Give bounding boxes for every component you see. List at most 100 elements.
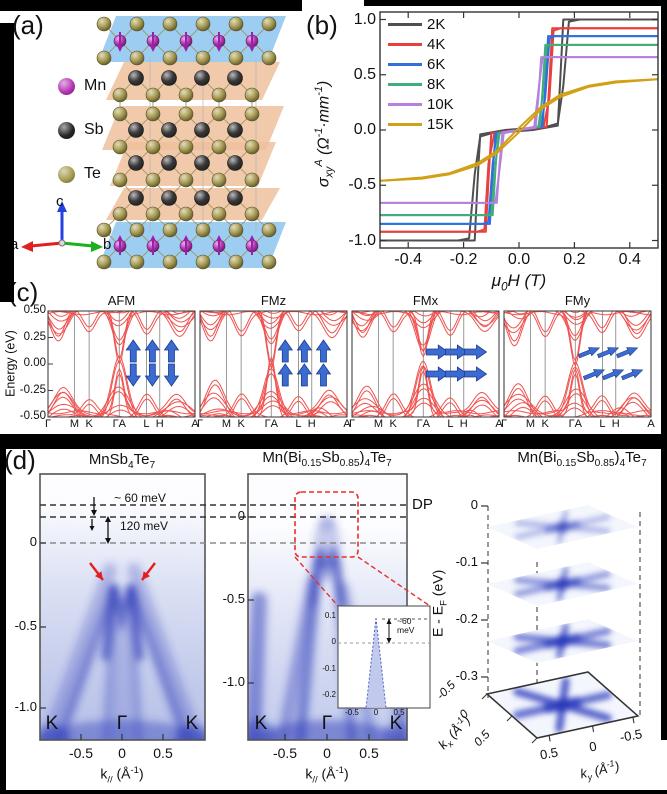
- sb-atom: [161, 70, 177, 86]
- energy-tick-label: 0.50: [23, 304, 46, 316]
- zoom-connector: [294, 556, 339, 607]
- k-tick-label: ΓA: [416, 418, 430, 430]
- e-tick-label: 0: [470, 497, 478, 512]
- spin-arrow-afm: [163, 339, 180, 363]
- te-atom: [145, 172, 161, 188]
- shape: [386, 618, 392, 624]
- legend-item-6K: 6K: [388, 57, 445, 74]
- spin-arrow-head: [183, 235, 189, 241]
- sb-atom: [227, 122, 243, 138]
- k-tick-label: M: [525, 418, 536, 430]
- sb-atom: [227, 70, 243, 86]
- b-axis-label: b: [103, 236, 112, 253]
- shape: [365, 617, 377, 709]
- band-curve: [504, 311, 651, 329]
- band-curve: [504, 388, 651, 417]
- band-curve: [561, 311, 587, 362]
- shape: [514, 566, 611, 602]
- band-curve: [48, 367, 195, 415]
- energy-axis-label: Energy (eV): [3, 330, 18, 397]
- kx-tick: [481, 693, 488, 700]
- k-tick-label: K: [85, 418, 93, 430]
- shape: [40, 474, 205, 740]
- shape: [105, 516, 111, 522]
- dp-label: DP: [412, 496, 433, 513]
- te-atom: [228, 16, 244, 32]
- shape: [555, 698, 570, 712]
- energy-slice-0: [487, 505, 638, 549]
- spin-arrow-head: [117, 235, 123, 241]
- legend-label-Te: Te: [84, 165, 101, 182]
- band-curve: [200, 356, 347, 415]
- band-curve: [200, 311, 347, 326]
- band-curve: [504, 361, 651, 415]
- legend-item-2K: 2K: [388, 17, 445, 34]
- k-tick-label: K: [389, 418, 397, 430]
- middle-y-tick-label: -1.0: [222, 674, 245, 689]
- band-curve: [200, 395, 347, 417]
- band-curve: [48, 311, 195, 335]
- te-atom: [244, 206, 260, 222]
- band-curve: [352, 397, 483, 417]
- band-curve: [48, 355, 195, 417]
- inset-y-tick: 0.1: [324, 611, 336, 620]
- band-curve: [352, 311, 499, 332]
- k-tick-label: H: [611, 418, 620, 430]
- k-tick-label: K: [541, 418, 549, 430]
- sb-atom: [194, 190, 210, 206]
- band-curve: [352, 383, 499, 417]
- te-atom: [96, 16, 112, 32]
- k-point-label: K: [45, 713, 59, 734]
- k-tick-label: Γ: [196, 418, 204, 430]
- band-curve: [352, 365, 499, 417]
- band-curve: [200, 372, 347, 417]
- black-border: [0, 23, 14, 302]
- band-curve: [209, 311, 283, 314]
- sb-atom: [128, 122, 144, 138]
- inset-x-tick: 0: [373, 708, 379, 717]
- axis-arrow-head: [57, 201, 67, 212]
- axis-arrow-head: [91, 241, 103, 252]
- te-atom: [228, 222, 244, 238]
- te-atom: [129, 222, 145, 238]
- sb-atom: [161, 190, 177, 206]
- te-atom: [145, 106, 161, 122]
- gap2-annotation: 120 meV: [119, 519, 169, 533]
- band-curve: [504, 311, 651, 342]
- legend-line: [388, 63, 422, 67]
- te-atom: [195, 254, 211, 270]
- y-tick-label: 0.0: [353, 121, 376, 138]
- k-tick-label: A: [343, 418, 351, 430]
- spin-arrow-right: [425, 366, 449, 382]
- inset-x-tick: -0.5: [345, 708, 359, 717]
- spin-arrow-head: [117, 46, 123, 52]
- te-atom: [112, 106, 128, 122]
- x-tick-label: -0.2: [449, 251, 478, 268]
- shape: [89, 526, 95, 531]
- legend-swatch-Sb: [58, 122, 75, 139]
- spin-arrow-up: [315, 339, 332, 363]
- zoom-connector: [357, 556, 431, 607]
- k-tick-label: A: [191, 418, 199, 430]
- te-atom: [96, 254, 112, 270]
- spin-arrow-up: [277, 363, 294, 387]
- panel-a-label: (a): [12, 10, 44, 40]
- spin-arrow-up: [277, 339, 294, 363]
- te-atom: [261, 222, 277, 238]
- band-frame: [351, 310, 500, 418]
- energy-slice-1: [487, 562, 638, 606]
- shape: [105, 538, 111, 544]
- te-atom: [96, 50, 112, 66]
- hall-loops-plot: [380, 18, 658, 242]
- spin-arrow-diag: [602, 369, 625, 381]
- te-atom: [178, 106, 194, 122]
- k-tick-label: A: [495, 418, 503, 430]
- k-point-label: K: [254, 713, 268, 734]
- k-tick-label: L: [599, 418, 606, 430]
- spin-arrow-right: [444, 366, 469, 382]
- k-tick-label: L: [447, 418, 454, 430]
- te-atom: [244, 87, 260, 103]
- band-curve: [504, 311, 651, 334]
- spin-arrow-afm: [144, 363, 161, 387]
- band-curve: [205, 405, 329, 417]
